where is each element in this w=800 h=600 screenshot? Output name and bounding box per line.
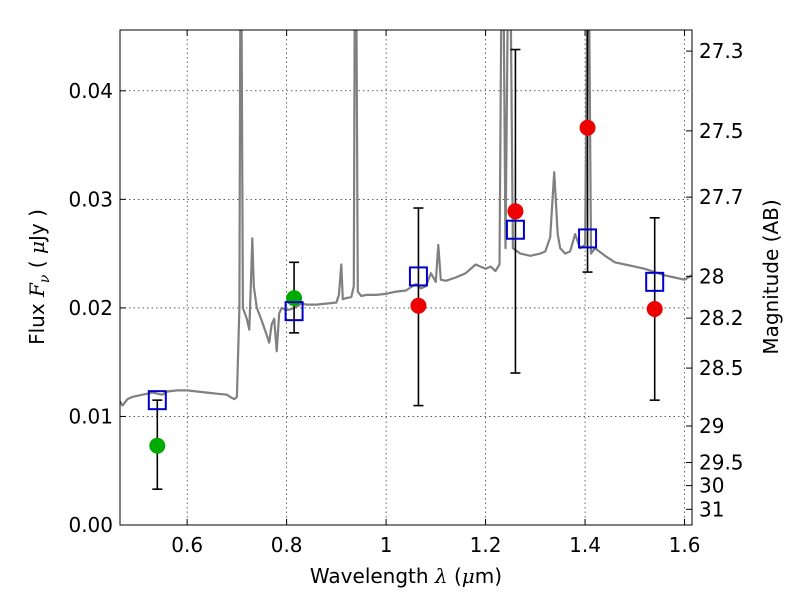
y-axis-nu: ν [37,274,53,283]
x-axis-title-text: Wavelength [310,564,435,588]
y2-tick-label: 28 [699,264,724,288]
y2-tick-label: 27.5 [699,119,744,143]
blue-square-point [408,266,428,287]
x-tick-label: 1 [380,533,393,557]
y-axis-title-text: Flux [25,297,49,345]
y2-tick-label: 27.7 [699,185,744,209]
x-tick-label: 0.6 [171,533,203,557]
y2-tick-label: 27.3 [699,39,744,63]
green-point [149,437,166,454]
plot-background [120,30,692,525]
x-axis-title: Wavelength λ (μm) [310,564,502,588]
y2-tick-label: 31 [699,497,724,521]
data-points [147,119,665,454]
y-axis-mu: μ [25,241,49,254]
red-point [507,203,524,220]
plot-frame [119,29,693,526]
y2-axis-title: Magnitude (AB) [759,199,783,354]
y-tick-label: 0.04 [68,79,113,103]
y2-tick-label: 28.5 [699,356,744,380]
blue-square-point [505,219,525,240]
red-point [646,300,663,317]
x-tick-label: 1.6 [669,533,701,557]
x-tick-label: 1.2 [470,533,502,557]
x-tick-label: 1.4 [569,533,601,557]
axis-ticks: 0.6 0.8 1 1.2 1.4 1.6 0.00 0.01 0.02 0.03 0.04 27.3… [68,30,744,557]
blue-square-point [284,301,304,322]
x-axis-mu: μ [462,564,475,588]
y-tick-label: 0.02 [68,296,113,320]
chart-marks [120,30,692,407]
blue-square-point [578,228,598,249]
y-axis-f: F [25,282,49,298]
green-point [286,290,303,307]
blue-square-point [645,271,665,292]
y-tick-label: 0.00 [68,513,113,537]
y2-tick-label: 29 [699,414,724,438]
y-axis-title: Flux Fν ( μJy ) [25,209,53,345]
y2-tick-label: 30 [699,474,724,498]
y-tick-label: 0.03 [68,187,113,211]
x-tick-label: 0.8 [271,533,303,557]
x-axis-lambda: λ [434,564,448,588]
x-axis-unit-open: ( [448,564,462,588]
blue-square-point [147,390,167,411]
y-axis-unit-open: ( [25,254,49,275]
x-axis-unit-close: m) [475,564,502,588]
y-tick-label: 0.01 [68,404,113,428]
red-point [410,297,427,314]
model-sed-line [120,30,692,407]
y2-tick-label: 28.2 [699,306,744,330]
red-point [579,119,596,136]
y-axis-unit-close: Jy ) [25,209,49,243]
y2-tick-label: 29.5 [699,451,744,475]
